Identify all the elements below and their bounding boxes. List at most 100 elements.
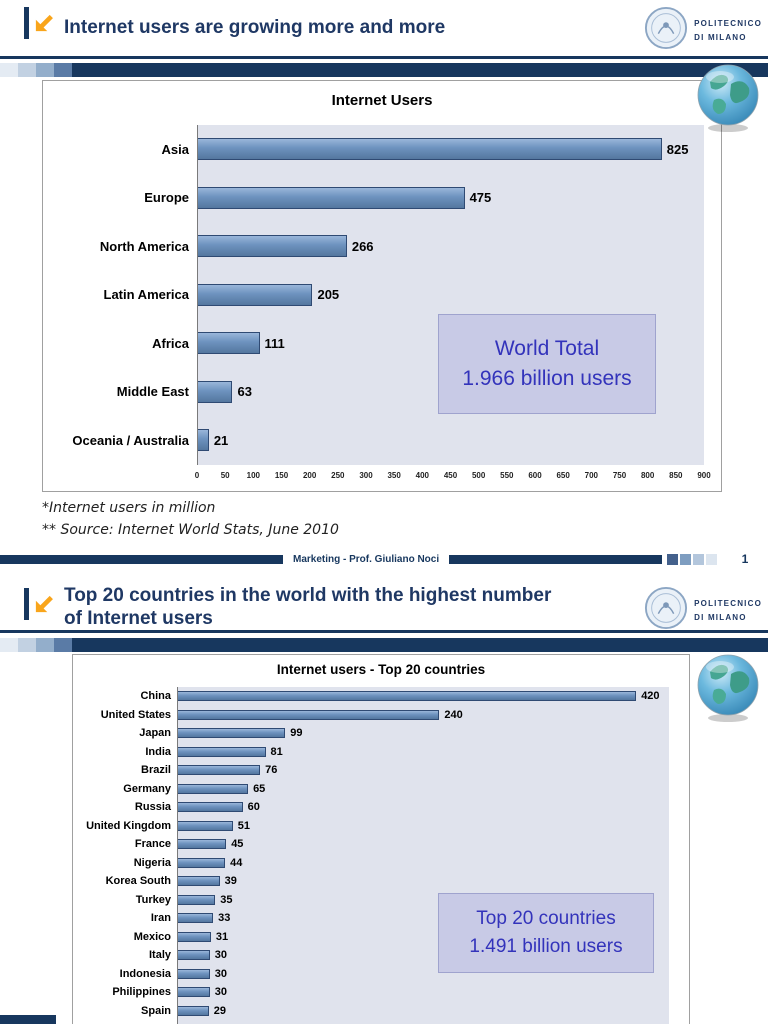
- slide-1-title: Internet users are growing more and more: [64, 17, 446, 38]
- bar-value-label: 21: [213, 432, 229, 448]
- bar-value-label: 51: [237, 819, 250, 832]
- bar-value-label: 240: [444, 708, 463, 721]
- bar-track: 76: [177, 761, 669, 780]
- annotation-line1: World Total: [494, 336, 600, 360]
- bar: [177, 839, 227, 850]
- bar-category-label: Nigeria: [133, 856, 171, 869]
- bar-track: 45: [177, 835, 669, 854]
- world-total-annotation: World Total 1.966 billion users: [438, 314, 656, 414]
- bar-row: Nigeria 44: [73, 854, 669, 873]
- bar-value-label: 266: [351, 238, 374, 254]
- x-axis-tick-label: 650: [556, 471, 570, 480]
- bar-value-label: 60: [247, 801, 260, 814]
- bar: [177, 802, 243, 813]
- decorative-band: [0, 63, 768, 77]
- bar-category-label: Asia: [161, 141, 189, 157]
- header-edge-bar: [24, 588, 29, 620]
- chart-2-title: Internet users - Top 20 countries: [276, 662, 486, 677]
- bar: [177, 820, 233, 831]
- bar: [177, 691, 637, 702]
- chart-2-frame: Internet users - Top 20 countries China 4…: [72, 654, 690, 1024]
- bar-row: Germany 65: [73, 780, 669, 799]
- header-rule: [0, 56, 768, 59]
- bar-row: Spain 29: [73, 1002, 669, 1021]
- bar-category-label: United States: [100, 708, 171, 721]
- bar-value-label: 111: [264, 335, 285, 351]
- bar-category-label: Germany: [123, 782, 171, 795]
- bar-row: Oceania / Australia 21: [43, 416, 704, 465]
- x-axis-tick-label: 50: [220, 471, 230, 480]
- x-axis-tick-label: 200: [302, 471, 317, 480]
- x-axis-tick-label: 900: [697, 471, 711, 480]
- bar-row: Europe 475: [43, 174, 704, 223]
- bar-category-label: Europe: [144, 190, 189, 206]
- footnote-unit: *Internet users in million: [42, 500, 216, 516]
- x-axis-tick-label: 750: [612, 471, 627, 480]
- bar: [177, 783, 249, 794]
- bar-row: Iran 33: [73, 909, 669, 928]
- bar: [177, 968, 210, 979]
- bar: [177, 1005, 209, 1016]
- bar-row: Middle East 63: [43, 368, 704, 417]
- bar-value-label: 825: [666, 141, 689, 157]
- bar-track: 51: [177, 817, 669, 836]
- bar: [177, 857, 226, 868]
- bar-row: Indonesia 30: [73, 965, 669, 984]
- bar-track: 29: [177, 1002, 669, 1021]
- bar-track: 420: [177, 687, 669, 706]
- bar-track: 33: [177, 909, 669, 928]
- bar: [177, 728, 286, 739]
- bar: [177, 987, 210, 998]
- logo-line2: DI MILANO: [694, 32, 747, 42]
- bar-value-label: 44: [230, 856, 243, 869]
- chart-1-frame: Internet Users Asia 825 Europe 475 North Ame…: [42, 80, 722, 492]
- bar-row: Brazil 76: [73, 761, 669, 780]
- bar-value-label: 30: [214, 986, 228, 999]
- bar-value-label: 63: [237, 384, 252, 400]
- bar-value-label: 33: [218, 912, 231, 925]
- logo-line1: POLITECNICO: [694, 18, 762, 28]
- bar-category-label: Africa: [152, 335, 189, 351]
- bar-row: Philippines 30: [73, 983, 669, 1002]
- footer-squares: [667, 553, 717, 565]
- footnote-source: ** Source: Internet World Stats, June 20…: [42, 522, 339, 538]
- bar-value-label: 420: [641, 690, 660, 703]
- footer-bar-right: [449, 554, 662, 564]
- bar: [177, 913, 214, 924]
- slide-1: Internet users are growing more and more…: [0, 6, 768, 567]
- bar-category-label: Oceania / Australia: [72, 432, 189, 448]
- globe-icon: [690, 652, 766, 724]
- decorative-band: [0, 638, 768, 652]
- bar: [197, 380, 233, 403]
- slide-footer: Marketing - Prof. Giuliano Noci 1: [0, 551, 768, 567]
- bar-chart-world-regions: Asia 825 Europe 475 North America 266 Latin Am…: [43, 125, 704, 465]
- logo-line2: DI MILANO: [694, 612, 747, 622]
- bar-value-label: 31: [215, 930, 229, 943]
- bar-row: North America 266: [43, 222, 704, 271]
- bar-row: India 81: [73, 743, 669, 762]
- bar-category-label: Middle East: [116, 384, 189, 400]
- polimi-logo-text: POLITECNICO DI MILANO: [694, 17, 762, 44]
- bar-track: 825: [197, 125, 704, 174]
- bar-track: 39: [177, 872, 669, 891]
- bar-category-label: Spain: [141, 1004, 171, 1017]
- bar: [197, 186, 465, 209]
- x-axis-tick-label: 800: [640, 471, 655, 480]
- bar-value-label: 76: [265, 764, 278, 777]
- bar: [177, 746, 266, 757]
- arrow-down-left-icon: [30, 7, 58, 39]
- bar-chart-top20-countries: China 420 United States 240 Japan 99 India 81 Br…: [73, 687, 669, 1024]
- bar: [197, 429, 209, 452]
- bar: [177, 931, 211, 942]
- bar: [197, 138, 662, 161]
- bar-value-label: 99: [290, 727, 303, 740]
- x-axis-tick-label: 150: [274, 471, 289, 480]
- bar-row: Japan 99: [73, 724, 669, 743]
- footer-course-text: Marketing - Prof. Giuliano Noci: [293, 553, 440, 565]
- annotation-line2: 1.491 billion users: [469, 936, 623, 957]
- bar-value-label: 65: [253, 782, 266, 795]
- x-axis-tick-label: 700: [584, 471, 599, 480]
- bar-row: Africa 111: [43, 319, 704, 368]
- x-axis-tick-label: 300: [359, 471, 373, 480]
